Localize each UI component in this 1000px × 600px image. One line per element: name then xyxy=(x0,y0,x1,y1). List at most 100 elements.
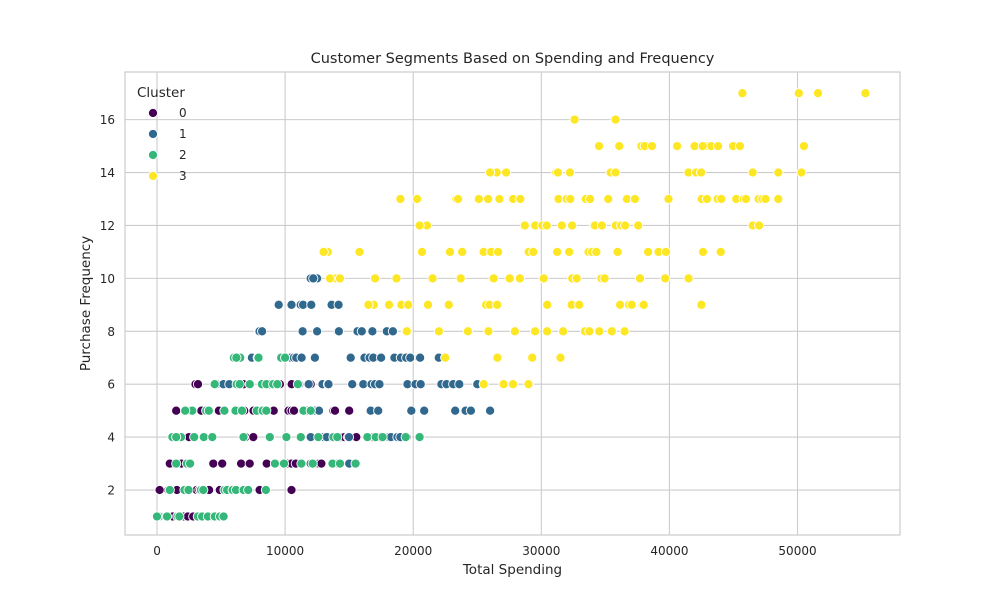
data-point xyxy=(443,299,454,310)
data-point xyxy=(344,405,355,416)
data-point xyxy=(760,193,771,205)
data-point xyxy=(236,405,248,416)
data-point xyxy=(773,167,784,178)
data-point xyxy=(796,167,807,178)
data-point xyxy=(812,88,824,99)
data-point xyxy=(164,484,175,496)
data-point xyxy=(377,432,388,443)
data-point xyxy=(591,246,602,257)
data-point xyxy=(207,432,218,443)
data-point xyxy=(403,299,414,310)
data-point xyxy=(273,299,284,310)
data-point xyxy=(400,432,411,443)
series-cluster-3 xyxy=(318,88,871,390)
data-point xyxy=(161,511,173,522)
data-point xyxy=(414,432,425,443)
data-point xyxy=(596,220,607,231)
data-point xyxy=(248,432,259,443)
data-point xyxy=(296,458,307,469)
data-point xyxy=(374,379,385,390)
x-tick-label: 30000 xyxy=(522,544,560,558)
data-point xyxy=(523,379,534,390)
y-axis-label: Purchase Frequency xyxy=(78,236,94,371)
data-point xyxy=(455,273,466,284)
data-point xyxy=(296,352,307,363)
y-tick-label: 2 xyxy=(107,484,115,498)
data-point xyxy=(370,273,381,284)
x-tick-label: 20000 xyxy=(394,544,432,558)
chart-title: Customer Segments Based on Spending and … xyxy=(311,51,715,67)
data-point xyxy=(798,141,809,152)
data-point xyxy=(313,405,325,416)
data-point xyxy=(701,193,713,205)
data-point xyxy=(494,193,505,205)
data-point xyxy=(584,326,595,337)
data-point xyxy=(373,405,384,416)
data-point xyxy=(405,352,416,363)
plot-area xyxy=(124,71,901,536)
data-point xyxy=(343,432,355,443)
data-point xyxy=(473,193,484,205)
data-point xyxy=(492,299,503,310)
data-point xyxy=(244,379,255,390)
data-point xyxy=(329,405,341,416)
data-point xyxy=(450,405,461,416)
data-point xyxy=(414,220,425,231)
y-tick-label: 4 xyxy=(107,431,115,445)
data-point xyxy=(363,299,374,310)
data-point xyxy=(672,141,683,152)
data-point xyxy=(696,167,707,178)
data-point xyxy=(564,246,575,257)
data-point xyxy=(773,193,784,205)
data-point xyxy=(747,167,758,178)
data-point xyxy=(292,379,303,390)
data-point xyxy=(269,458,280,469)
data-point xyxy=(440,352,451,363)
data-point xyxy=(488,273,499,284)
data-point xyxy=(558,326,569,337)
data-point xyxy=(542,326,553,337)
data-point xyxy=(260,484,271,496)
data-point xyxy=(660,246,672,257)
data-point xyxy=(354,246,365,257)
data-point xyxy=(478,379,489,390)
data-point xyxy=(509,326,520,337)
data-point xyxy=(444,246,456,257)
data-point xyxy=(638,299,649,310)
data-point xyxy=(498,379,509,390)
data-point xyxy=(198,432,209,443)
legend-title: Cluster xyxy=(137,85,185,101)
data-point xyxy=(483,193,494,205)
data-point xyxy=(507,379,519,390)
data-point xyxy=(528,246,539,257)
data-point xyxy=(395,193,406,205)
legend-marker-cluster-2 xyxy=(147,149,159,161)
x-tick-label: 40000 xyxy=(650,544,688,558)
y-tick-label: 8 xyxy=(107,325,115,339)
data-point xyxy=(514,273,525,284)
data-point xyxy=(151,511,163,522)
data-point xyxy=(697,141,708,152)
data-point xyxy=(610,114,621,125)
data-point xyxy=(626,299,637,310)
data-point xyxy=(565,193,576,205)
data-point xyxy=(501,167,512,178)
data-point xyxy=(236,458,247,469)
data-point xyxy=(334,273,346,284)
data-point xyxy=(412,193,423,205)
data-point xyxy=(585,193,596,205)
data-point xyxy=(754,220,765,231)
data-point xyxy=(312,326,323,337)
data-point xyxy=(264,432,275,443)
data-point xyxy=(208,458,219,469)
data-point xyxy=(356,326,367,337)
data-point xyxy=(427,273,438,284)
data-point xyxy=(716,193,727,205)
data-point xyxy=(362,432,373,443)
data-point xyxy=(350,458,361,469)
data-point xyxy=(295,432,306,443)
x-tick-label: 0 xyxy=(153,544,161,558)
data-point xyxy=(154,484,165,496)
data-point xyxy=(313,432,324,443)
data-point xyxy=(713,141,724,152)
